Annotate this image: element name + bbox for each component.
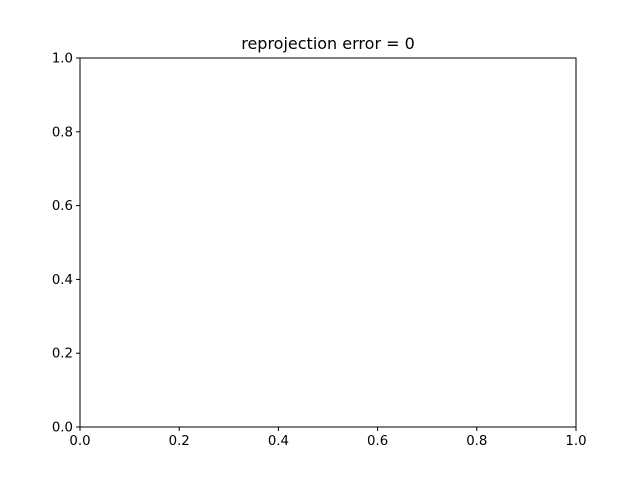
x-tick-label: 0.6 (367, 434, 388, 449)
x-tick-label: 0.2 (169, 434, 190, 449)
y-tick-label: 0.8 (52, 125, 73, 140)
x-tick-label: 0.8 (466, 434, 487, 449)
y-tick-label: 0.6 (52, 199, 73, 214)
y-tick-label: 1.0 (52, 52, 73, 67)
y-tick-label: 0.2 (52, 347, 73, 362)
y-tick-label: 0.4 (52, 273, 73, 288)
x-tick-label: 1.0 (565, 434, 586, 449)
y-axis: 0.0 0.2 0.4 0.6 0.8 1.0 (52, 52, 80, 436)
y-tick-label: 0.0 (52, 421, 73, 436)
x-axis: 0.0 0.2 0.4 0.6 0.8 1.0 (69, 427, 587, 449)
chart-title: reprojection error = 0 (241, 34, 415, 53)
x-tick-label: 0.4 (268, 434, 289, 449)
x-tick-label: 0.0 (69, 434, 90, 449)
plot-area (79, 57, 577, 428)
